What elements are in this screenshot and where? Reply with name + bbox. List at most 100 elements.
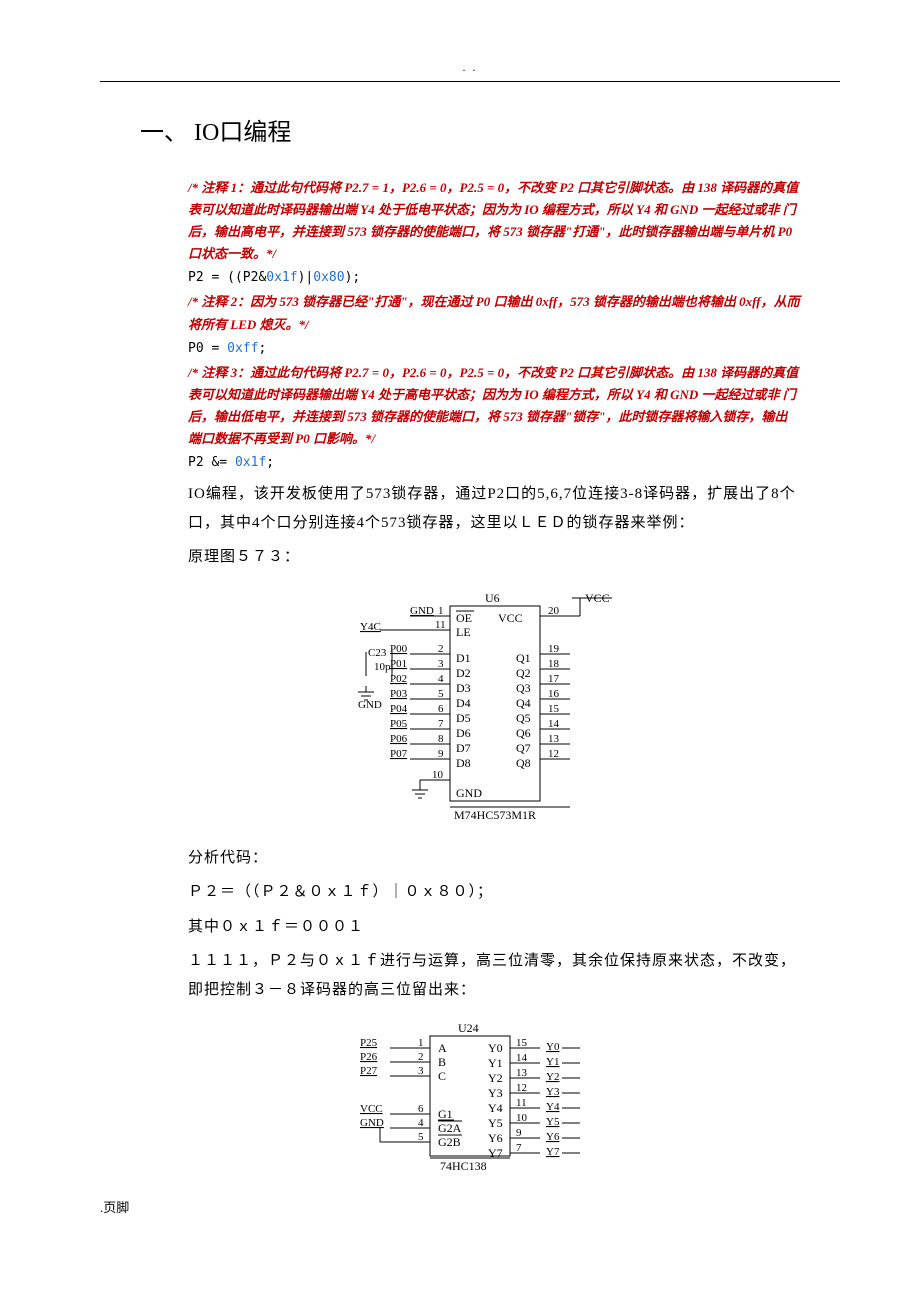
- svg-text:P25: P25: [360, 1037, 378, 1049]
- diagram-573: U6VCC20VCCOELE1GND11Y4CC2310pGNDP002D1Q1…: [320, 586, 620, 826]
- svg-text:4: 4: [438, 673, 444, 685]
- svg-text:Y0: Y0: [546, 1041, 560, 1053]
- svg-text:G2B: G2B: [438, 1135, 461, 1149]
- svg-text:D8: D8: [456, 756, 471, 770]
- header-dots: . .: [100, 60, 840, 75]
- svg-text:VCC: VCC: [498, 611, 523, 625]
- code-1-pre: P2 = ((P2&: [188, 270, 266, 285]
- svg-text:Y4: Y4: [546, 1101, 560, 1113]
- svg-text:G1: G1: [438, 1107, 453, 1121]
- code-1-mid: )|: [298, 270, 314, 285]
- analysis-title: 分析代码：: [188, 844, 800, 873]
- svg-text:2: 2: [438, 643, 444, 655]
- code-line-3: P2 &= 0x1f;: [188, 452, 800, 474]
- svg-text:A: A: [438, 1041, 447, 1055]
- comment-2: /* 注释 2：因为 573 锁存器已经"打通"，现在通过 P0 口输出 0xf…: [188, 291, 800, 335]
- svg-text:Y4: Y4: [488, 1101, 503, 1115]
- svg-text:GND: GND: [358, 699, 382, 711]
- code-2-hex: 0xff: [227, 341, 258, 356]
- svg-text:GND: GND: [360, 1117, 384, 1129]
- svg-text:10: 10: [432, 769, 444, 781]
- svg-text:D4: D4: [456, 696, 471, 710]
- svg-text:74HC138: 74HC138: [440, 1159, 487, 1173]
- svg-text:13: 13: [516, 1067, 528, 1079]
- svg-text:17: 17: [548, 673, 560, 685]
- diagram-573-wrap: U6VCC20VCCOELE1GND11Y4CC2310pGNDP002D1Q1…: [100, 586, 840, 826]
- svg-text:VCC: VCC: [360, 1103, 383, 1115]
- svg-text:3: 3: [418, 1065, 424, 1077]
- svg-text:Y1: Y1: [488, 1056, 503, 1070]
- svg-text:OE: OE: [456, 611, 472, 625]
- svg-text:14: 14: [548, 718, 560, 730]
- svg-text:4: 4: [418, 1117, 424, 1129]
- code-1-hex1: 0x1f: [266, 270, 297, 285]
- code-1-hex2: 0x80: [313, 270, 344, 285]
- svg-text:Y6: Y6: [546, 1131, 560, 1143]
- svg-text:Y7: Y7: [546, 1146, 560, 1158]
- svg-text:6: 6: [418, 1103, 424, 1115]
- svg-text:P00: P00: [390, 643, 408, 655]
- svg-text:P27: P27: [360, 1065, 378, 1077]
- svg-text:M74HC573M1R: M74HC573M1R: [454, 808, 536, 822]
- svg-text:7: 7: [516, 1142, 522, 1154]
- svg-text:7: 7: [438, 718, 444, 730]
- code-comment-block: /* 注释 1：通过此句代码将 P2.7 = 1，P2.6 = 0，P2.5 =…: [188, 177, 800, 474]
- svg-text:D1: D1: [456, 651, 471, 665]
- svg-text:D6: D6: [456, 726, 471, 740]
- analysis-line-3: １１１１，Ｐ２与０ｘ１ｆ进行与运算，高三位清零，其余位保持原来状态，不改变，即把…: [188, 947, 800, 1004]
- svg-text:5: 5: [438, 688, 444, 700]
- svg-text:Q2: Q2: [516, 666, 531, 680]
- code-3-post: ;: [266, 455, 274, 470]
- svg-text:Q4: Q4: [516, 696, 531, 710]
- svg-text:P07: P07: [390, 748, 408, 760]
- svg-text:Q5: Q5: [516, 711, 531, 725]
- svg-text:Q1: Q1: [516, 651, 531, 665]
- analysis-line-1: Ｐ２＝（（Ｐ２＆０ｘ１ｆ）｜０ｘ８０）；: [188, 878, 800, 907]
- code-2-pre: P0 =: [188, 341, 227, 356]
- svg-text:C: C: [438, 1069, 446, 1083]
- svg-text:D7: D7: [456, 741, 471, 755]
- svg-text:Y6: Y6: [488, 1131, 503, 1145]
- top-rule: [100, 81, 840, 82]
- footer-text: .页脚: [100, 1197, 129, 1216]
- svg-text:B: B: [438, 1055, 446, 1069]
- analysis-line-2: 其中０ｘ１ｆ＝０００１: [188, 913, 800, 942]
- svg-text:Q7: Q7: [516, 741, 531, 755]
- svg-text:Y3: Y3: [546, 1086, 560, 1098]
- section-heading: 一、 IO口编程: [140, 112, 840, 147]
- svg-text:1: 1: [438, 605, 444, 617]
- svg-text:18: 18: [548, 658, 560, 670]
- svg-text:13: 13: [548, 733, 560, 745]
- svg-text:D3: D3: [456, 681, 471, 695]
- comment-1: /* 注释 1：通过此句代码将 P2.7 = 1，P2.6 = 0，P2.5 =…: [188, 177, 800, 265]
- svg-text:11: 11: [435, 619, 446, 631]
- svg-text:Y3: Y3: [488, 1086, 503, 1100]
- svg-text:Q3: Q3: [516, 681, 531, 695]
- code-line-1: P2 = ((P2&0x1f)|0x80);: [188, 267, 800, 289]
- svg-text:5: 5: [418, 1131, 424, 1143]
- comment-3: /* 注释 3：通过此句代码将 P2.7 = 0，P2.6 = 0，P2.5 =…: [188, 362, 800, 450]
- diagram-138-wrap: U24P251AP262BP273CVCC6G1GND4G2A5G2BY015Y…: [100, 1018, 840, 1188]
- svg-text:P06: P06: [390, 733, 408, 745]
- svg-text:14: 14: [516, 1052, 528, 1064]
- svg-text:Q8: Q8: [516, 756, 531, 770]
- svg-text:G2A: G2A: [438, 1121, 462, 1135]
- code-line-2: P0 = 0xff;: [188, 338, 800, 360]
- svg-text:U6: U6: [485, 591, 500, 605]
- svg-text:10p: 10p: [374, 661, 391, 673]
- svg-text:6: 6: [438, 703, 444, 715]
- document-page: . . 一、 IO口编程 /* 注释 1：通过此句代码将 P2.7 = 1，P2…: [0, 0, 920, 1246]
- code-3-hex: 0x1f: [235, 455, 266, 470]
- code-1-post: );: [345, 270, 361, 285]
- svg-text:19: 19: [548, 643, 560, 655]
- svg-text:P04: P04: [390, 703, 408, 715]
- svg-text:1: 1: [418, 1037, 424, 1049]
- svg-text:20: 20: [548, 605, 560, 617]
- svg-text:GND: GND: [410, 605, 434, 617]
- svg-text:15: 15: [516, 1037, 528, 1049]
- svg-text:15: 15: [548, 703, 560, 715]
- svg-text:U24: U24: [458, 1021, 479, 1035]
- svg-text:P02: P02: [390, 673, 407, 685]
- svg-text:12: 12: [548, 748, 559, 760]
- svg-text:Y0: Y0: [488, 1041, 503, 1055]
